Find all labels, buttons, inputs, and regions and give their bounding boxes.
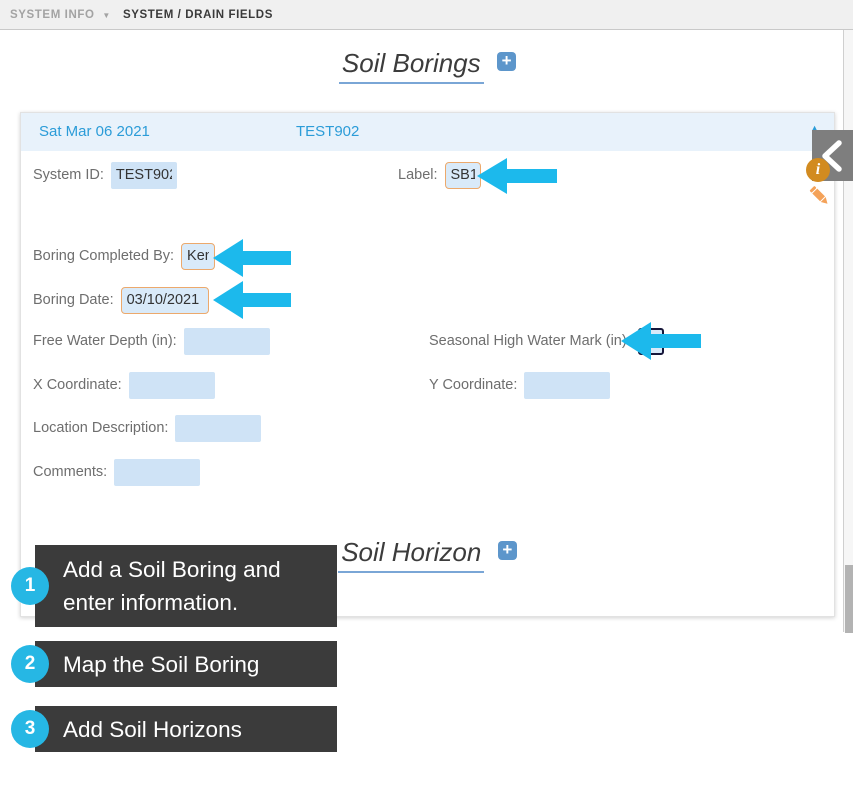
boring-completed-by-row: Boring Completed By: [33,241,216,271]
location-description-field[interactable] [175,414,262,442]
chevron-left-icon [821,139,842,172]
step-3-text: Add Soil Horizons [63,716,242,742]
system-info-label: SYSTEM INFO [10,9,95,21]
soil-horizon-heading: Soil Horizon + [20,537,835,573]
label-row: Label: [398,160,481,190]
scrollbar-track [843,30,853,632]
y-coordinate-label: Y Coordinate: [429,377,518,393]
label-label: Label: [398,167,438,183]
comments-label: Comments: [33,464,108,480]
boring-completed-by-callout-arrow-icon [213,239,291,277]
step-3-number: 3 [24,718,36,739]
location-description-row: Location Description: [33,413,262,443]
collapse-caret-up-icon[interactable]: ▲ [810,123,819,133]
x-coordinate-row: X Coordinate: [33,370,215,400]
y-coordinate-row: Y Coordinate: [429,370,611,400]
step-1-text: Add a Soil Boring and enter information. [63,557,281,615]
free-water-depth-label: Free Water Depth (in): [33,333,177,349]
add-soil-horizon-button[interactable]: + [497,541,517,560]
edit-pencil-icon[interactable] [806,183,832,209]
system-info-menu[interactable]: SYSTEM INFO ▼ [10,0,111,30]
label-callout-arrow-icon [477,158,557,194]
step-1-badge: 1 [11,567,49,605]
breadcrumb[interactable]: SYSTEM / DRAIN FIELDS [123,9,273,21]
info-icon[interactable]: i [806,158,830,182]
system-id-field[interactable] [110,161,177,189]
soil-horizon-title: Soil Horizon [338,537,485,573]
label-field[interactable] [444,161,481,189]
boring-date-field[interactable] [120,286,209,314]
system-id-label: System ID: [33,167,104,183]
info-icon-glyph: i [815,161,821,178]
soil-borings-heading: Soil Borings + [20,48,835,84]
step-3-box: Add Soil Horizons [35,706,337,752]
seasonal-high-water-mark-label: Seasonal High Water Mark (in): [429,333,631,349]
step-2-box: Map the Soil Boring [35,641,337,687]
scrollbar-thumb[interactable] [845,565,853,633]
boring-completed-by-label: Boring Completed By: [33,248,175,264]
step-3-badge: 3 [11,710,49,748]
step-1-box: Add a Soil Boring and enter information. [35,545,337,627]
y-coordinate-field[interactable] [524,371,611,399]
top-bar: SYSTEM INFO ▼ SYSTEM / DRAIN FIELDS [0,0,853,30]
step-1-number: 1 [24,575,36,596]
x-coordinate-label: X Coordinate: [33,377,122,393]
soil-borings-title: Soil Borings [338,48,484,84]
comments-row: Comments: [33,457,201,487]
boring-date-row: Boring Date: [33,285,209,315]
system-id-row: System ID: [33,160,177,190]
free-water-depth-field[interactable] [183,327,270,355]
boring-completed-by-field[interactable] [181,242,216,270]
step-2-badge: 2 [11,645,49,683]
card-header-date: Sat Mar 06 2021 [39,123,150,140]
step-2-number: 2 [24,653,36,674]
step-2-text: Map the Soil Boring [63,651,260,677]
boring-date-label: Boring Date: [33,292,114,308]
soil-boring-card: Sat Mar 06 2021 TEST902 ▲ System ID: Lab… [20,112,835,617]
comments-field[interactable] [114,458,201,486]
card-header-system-id: TEST902 [296,123,360,140]
free-water-depth-row: Free Water Depth (in): [33,326,270,356]
add-soil-boring-button[interactable]: + [497,52,517,71]
seasonal-high-water-mark-callout-arrow-icon [621,322,701,360]
caret-down-icon: ▼ [102,11,111,20]
soil-boring-card-header[interactable]: Sat Mar 06 2021 TEST902 ▲ [21,113,834,151]
x-coordinate-field[interactable] [128,371,215,399]
boring-date-callout-arrow-icon [213,281,291,319]
location-description-label: Location Description: [33,420,169,436]
